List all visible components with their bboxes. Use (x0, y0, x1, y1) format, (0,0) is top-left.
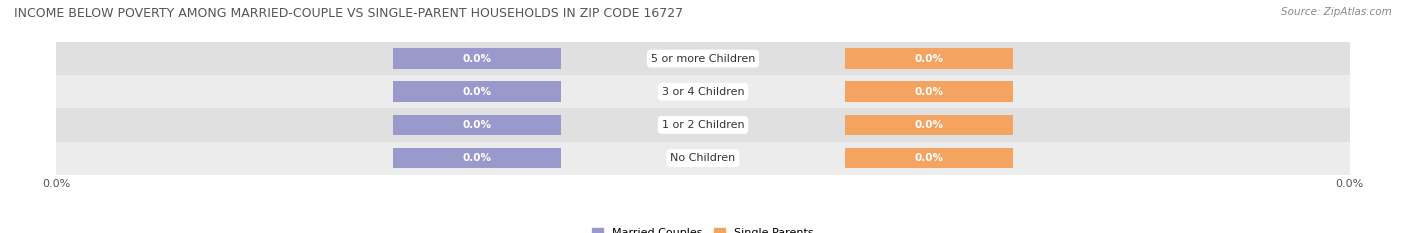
Bar (845, 115, 1014, 135)
Text: 0.0%: 0.0% (463, 54, 491, 64)
Text: 0.0%: 0.0% (915, 120, 943, 130)
Text: 0.0%: 0.0% (463, 153, 491, 163)
Bar (56, 75, 1350, 108)
Text: 0.0%: 0.0% (463, 87, 491, 97)
Bar (392, 82, 561, 102)
Text: 0.0%: 0.0% (463, 120, 491, 130)
Text: INCOME BELOW POVERTY AMONG MARRIED-COUPLE VS SINGLE-PARENT HOUSEHOLDS IN ZIP COD: INCOME BELOW POVERTY AMONG MARRIED-COUPL… (14, 7, 683, 20)
Bar (845, 82, 1014, 102)
Bar (392, 115, 561, 135)
Text: 3 or 4 Children: 3 or 4 Children (662, 87, 744, 97)
Text: 1 or 2 Children: 1 or 2 Children (662, 120, 744, 130)
Text: 5 or more Children: 5 or more Children (651, 54, 755, 64)
Bar (56, 108, 1350, 142)
Text: No Children: No Children (671, 153, 735, 163)
Text: 0.0%: 0.0% (915, 153, 943, 163)
Bar (392, 48, 561, 69)
Bar (845, 48, 1014, 69)
Text: Source: ZipAtlas.com: Source: ZipAtlas.com (1281, 7, 1392, 17)
Bar (56, 42, 1350, 75)
Legend: Married Couples, Single Parents: Married Couples, Single Parents (592, 228, 814, 233)
Text: 0.0%: 0.0% (915, 87, 943, 97)
Bar (392, 148, 561, 168)
Text: 0.0%: 0.0% (915, 54, 943, 64)
Bar (845, 148, 1014, 168)
Bar (56, 142, 1350, 175)
